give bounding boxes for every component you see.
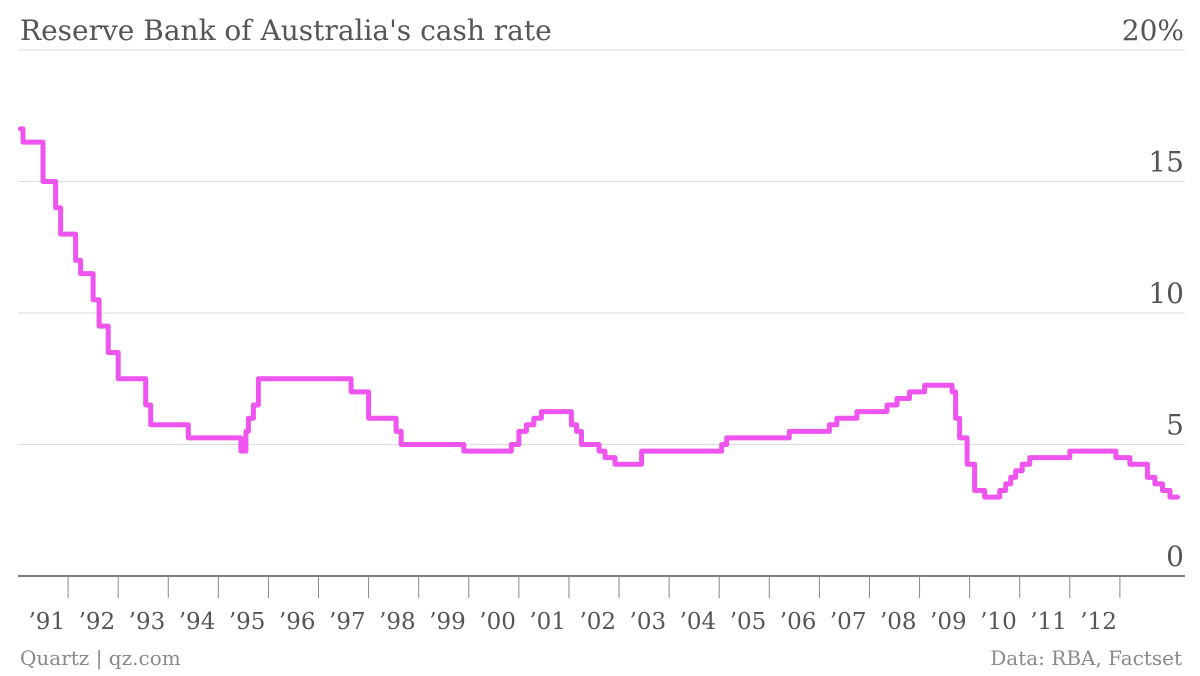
- x-tick-label: ’11: [1030, 609, 1067, 635]
- x-tick-label: ’00: [479, 609, 516, 635]
- x-tick-label: ’97: [329, 609, 366, 635]
- x-tick-label: ’08: [880, 609, 917, 635]
- x-tick-label: ’10: [980, 609, 1017, 635]
- x-tick-label: ’12: [1080, 609, 1117, 635]
- x-tick-label: ’94: [179, 609, 216, 635]
- y-axis-tick-labels: 0 5 10 15 20%: [1122, 14, 1184, 573]
- x-tick-label: ’09: [930, 609, 967, 635]
- x-axis-ticks: ’91 ’92 ’93 ’94 ’95 ’96 ’97 ’98 ’99 ’00 ’01 ’02 ’03 ’…: [29, 576, 1121, 635]
- x-tick-label: ’01: [529, 609, 566, 635]
- x-tick-label: ’06: [780, 609, 817, 635]
- x-tick-label: ’95: [229, 609, 266, 635]
- x-tick-label: ’03: [630, 609, 667, 635]
- x-tick-label: ’98: [379, 609, 416, 635]
- footer-credit: Quartz | qz.com: [20, 646, 181, 670]
- x-tick-label: ’05: [730, 609, 767, 635]
- y-tick-label: 20%: [1122, 14, 1184, 47]
- cash-rate-line: [18, 126, 1180, 500]
- footer-source: Data: RBA, Factset: [990, 646, 1182, 670]
- chart-title: Reserve Bank of Australia's cash rate: [20, 14, 552, 47]
- x-tick-label: ’92: [79, 609, 116, 635]
- x-tick-label: ’07: [830, 609, 867, 635]
- y-tick-label: 5: [1166, 409, 1184, 442]
- y-tick-label: 10: [1148, 277, 1184, 310]
- y-tick-label: 15: [1148, 146, 1184, 179]
- x-tick-label: ’96: [279, 609, 316, 635]
- y-tick-label: 0: [1166, 540, 1184, 573]
- gridlines: [18, 49, 1185, 445]
- x-tick-label: ’93: [129, 609, 166, 635]
- x-tick-label: ’04: [680, 609, 717, 635]
- x-tick-label: ’91: [29, 609, 66, 635]
- x-tick-label: ’02: [579, 609, 616, 635]
- x-tick-label: ’99: [429, 609, 466, 635]
